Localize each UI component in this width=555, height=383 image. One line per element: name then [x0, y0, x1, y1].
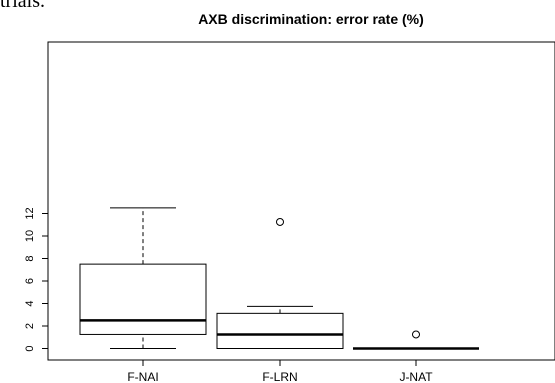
y-tick-label: 4 — [24, 300, 36, 306]
y-tick-label: 6 — [24, 278, 36, 284]
y-tick-label: 0 — [24, 345, 36, 351]
box-iqr — [216, 312, 344, 349]
outlier-point — [412, 330, 420, 339]
x-tick-label: J-NAT — [399, 370, 433, 383]
y-axis: 0 2 4 6 8 10 12 — [24, 207, 49, 352]
y-tick-label: 8 — [24, 255, 36, 261]
boxes — [79, 207, 479, 350]
top-text-fragment: trials. — [0, 0, 45, 12]
box-f-nai — [79, 207, 207, 349]
box-j-nat — [353, 330, 479, 350]
x-axis: F-NAI F-LRN J-NAT — [127, 359, 433, 383]
box-f-lrn — [216, 217, 344, 349]
y-tick-label: 2 — [24, 323, 36, 329]
x-tick-label: F-LRN — [262, 370, 297, 383]
chart-title: AXB discrimination: error rate (%) — [198, 11, 424, 27]
box-iqr — [79, 263, 207, 335]
y-tick-label: 12 — [24, 207, 36, 219]
x-tick-label: F-NAI — [127, 370, 158, 383]
y-tick-label: 10 — [24, 230, 36, 242]
outlier-point — [276, 217, 284, 226]
